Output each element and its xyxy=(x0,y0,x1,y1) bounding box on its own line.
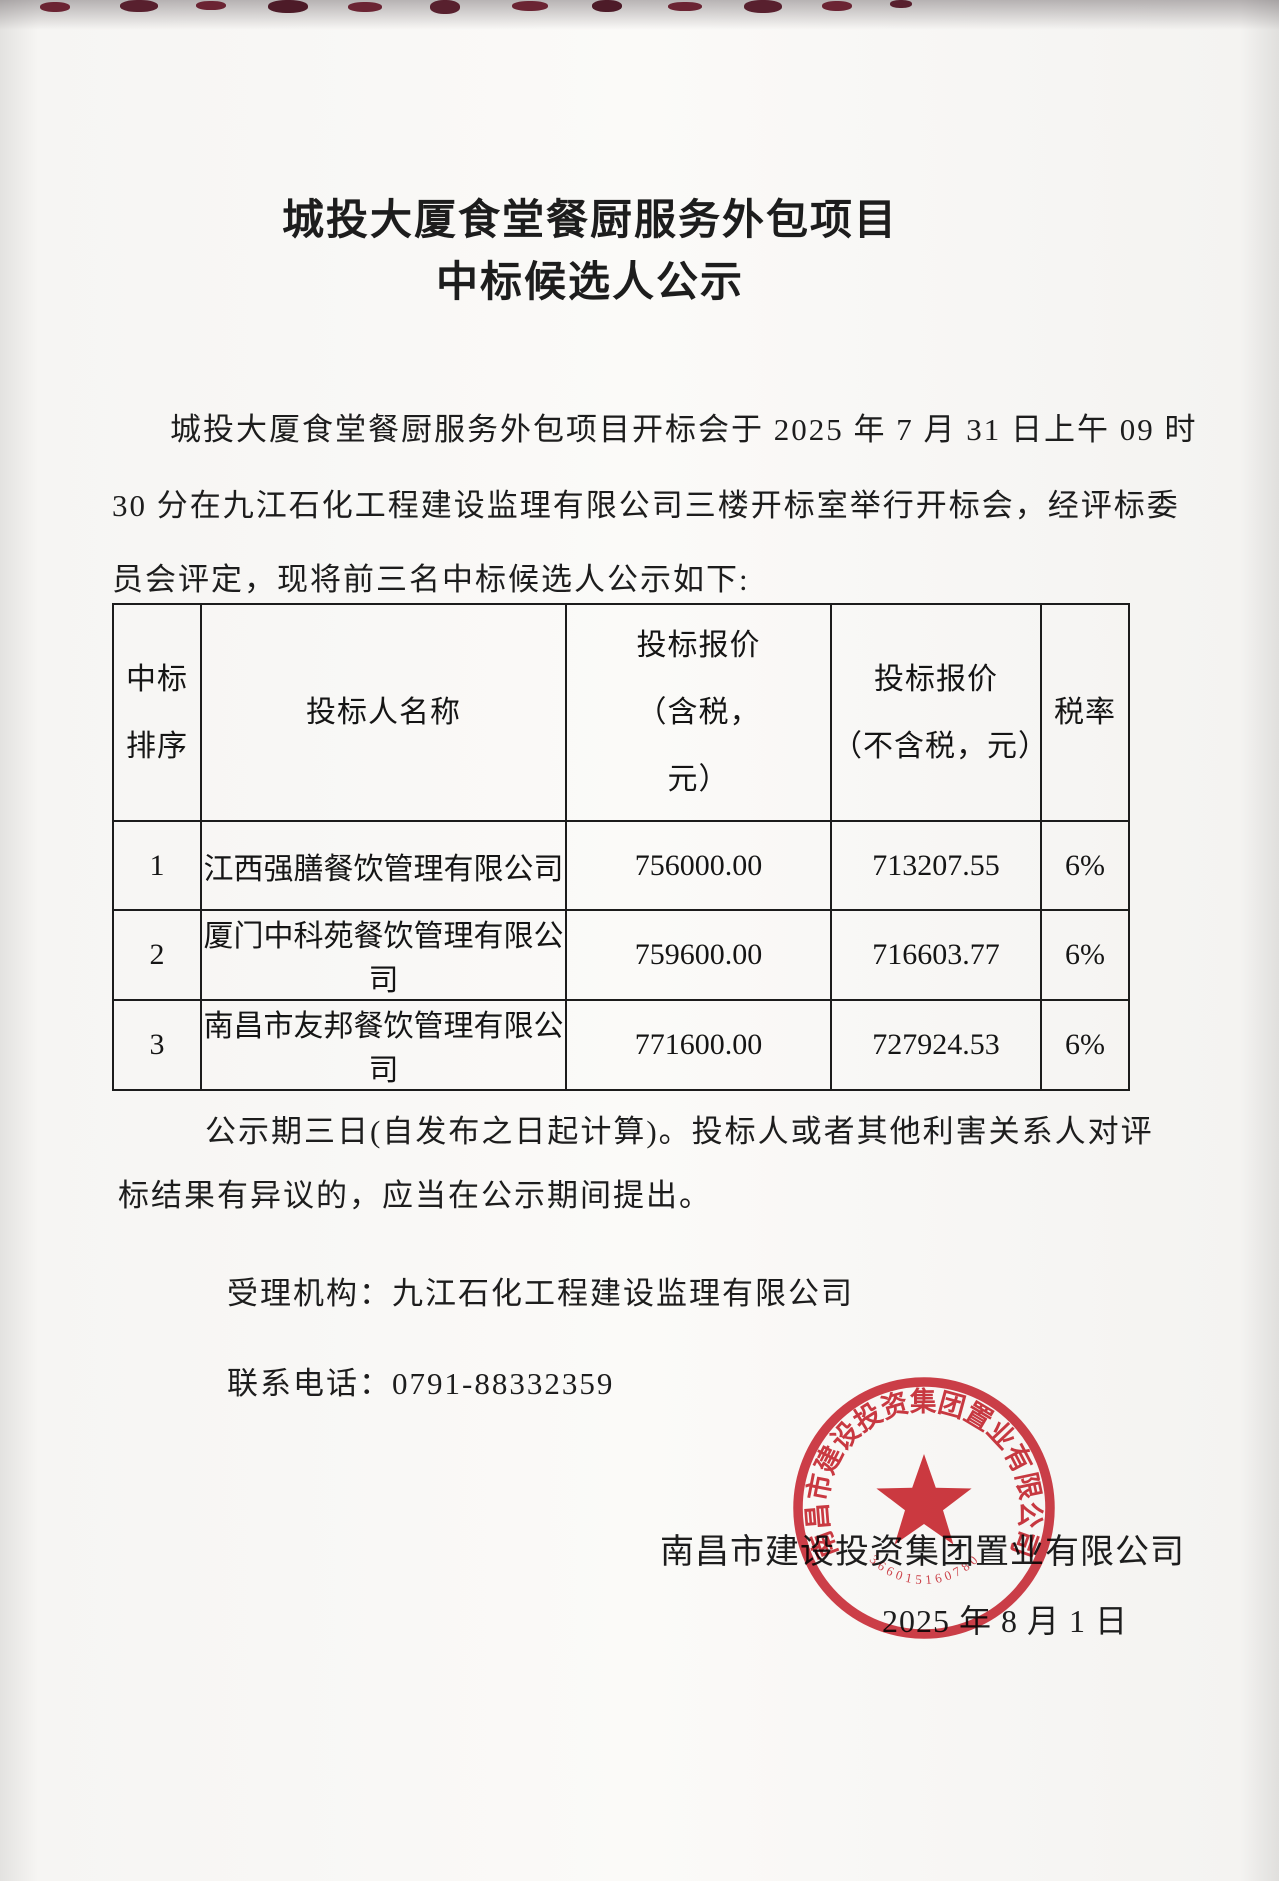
scan-edge-mark xyxy=(890,0,912,8)
scan-edge-mark xyxy=(744,0,782,13)
agency-value: 九江石化工程建设监理有限公司 xyxy=(392,1276,854,1311)
scan-edge-mark xyxy=(668,2,702,11)
official-seal: 南昌市建设投资集团置业有限公司 366015160780 xyxy=(793,1377,1055,1639)
column-header: 投标人名称 xyxy=(200,603,567,822)
cell-rank: 2 xyxy=(112,909,202,1001)
intro-line-1: 城投大厦食堂餐厨服务外包项目开标会于 2025 年 7 月 31 日上午 09 … xyxy=(170,412,1198,447)
scan-edge-mark xyxy=(348,2,382,12)
table-row: 3 南昌市友邦餐饮管理有限公司 771600.00 727924.53 6% xyxy=(112,999,1130,1091)
intro-line-2: 30 分在九江石化工程建设监理有限公司三楼开标室举行开标会，经评标委 xyxy=(112,488,1180,523)
column-header: 投标报价 （含税， 元） xyxy=(565,603,832,822)
page-title-line2: 中标候选人公示 xyxy=(435,260,744,306)
cell-tax-rate: 6% xyxy=(1040,909,1130,1001)
scan-edge-mark xyxy=(822,1,852,11)
table-body: 1 江西强膳餐饮管理有限公司 756000.00 713207.55 6% 2 厦门中科苑餐… xyxy=(112,820,1130,1091)
signature-company: 南昌市建设投资集团置业有限公司 xyxy=(660,1534,1185,1571)
notice-line-2: 标结果有异议的，应当在公示期间提出。 xyxy=(118,1178,712,1213)
cell-tax-rate: 6% xyxy=(1040,999,1130,1091)
scan-edge-mark xyxy=(120,0,158,12)
seal-ring xyxy=(793,1377,1055,1639)
page-title-line1: 城投大厦食堂餐厨服务外包项目 xyxy=(281,198,898,244)
scan-edge-mark xyxy=(430,0,460,14)
cell-bidder: 厦门中科苑餐饮管理有限公司 xyxy=(200,909,567,1001)
bid-candidates-table: 中标 排序 投标人名称 投标报价 （含税， 元） 投标报价 （不含税，元） 税率 1 江西强膳餐饮… xyxy=(112,603,1130,1091)
table-row: 2 厦门中科苑餐饮管理有限公司 759600.00 716603.77 6% xyxy=(112,909,1130,1001)
cell-bidder: 南昌市友邦餐饮管理有限公司 xyxy=(200,999,567,1091)
cell-tax-rate: 6% xyxy=(1040,820,1130,911)
agency-line: 受理机构：九江石化工程建设监理有限公司 xyxy=(227,1268,854,1313)
star-icon xyxy=(876,1454,972,1545)
cell-rank: 1 xyxy=(112,820,202,911)
scan-edge-mark xyxy=(512,1,548,11)
cell-price-tax: 771600.00 xyxy=(565,999,832,1091)
intro-line-3: 员会评定，现将前三名中标候选人公示如下: xyxy=(112,562,750,597)
agency-label: 受理机构： xyxy=(227,1276,392,1311)
phone-label: 联系电话： xyxy=(227,1366,392,1401)
table-header: 中标 排序 投标人名称 投标报价 （含税， 元） 投标报价 （不含税，元） 税率 xyxy=(112,603,1130,822)
phone-line: 联系电话：0791-88332359 xyxy=(227,1358,614,1403)
scan-edge-mark xyxy=(196,1,226,10)
cell-price-no-tax: 716603.77 xyxy=(830,909,1042,1001)
cell-price-tax: 756000.00 xyxy=(565,820,832,911)
cell-price-no-tax: 727924.53 xyxy=(830,999,1042,1091)
svg-text:366015160780: 366015160780 xyxy=(867,1550,984,1587)
cell-rank: 3 xyxy=(112,999,202,1091)
column-header: 税率 xyxy=(1040,603,1130,822)
cell-price-tax: 759600.00 xyxy=(565,909,832,1001)
seal-serial-text: 366015160780 xyxy=(867,1550,980,1587)
column-header: 中标 排序 xyxy=(112,603,202,822)
table-row: 1 江西强膳餐饮管理有限公司 756000.00 713207.55 6% xyxy=(112,820,1130,911)
phone-value: 0791-88332359 xyxy=(392,1366,615,1401)
notice-line-1: 公示期三日(自发布之日起计算)。投标人或者其他利害关系人对评 xyxy=(205,1114,1154,1149)
scan-edge-mark xyxy=(592,0,622,12)
scan-edge-mark xyxy=(268,0,308,13)
scan-edge-mark xyxy=(40,2,70,12)
column-header: 投标报价 （不含税，元） xyxy=(830,603,1042,822)
cell-price-no-tax: 713207.55 xyxy=(830,820,1042,911)
cell-bidder: 江西强膳餐饮管理有限公司 xyxy=(200,820,567,911)
